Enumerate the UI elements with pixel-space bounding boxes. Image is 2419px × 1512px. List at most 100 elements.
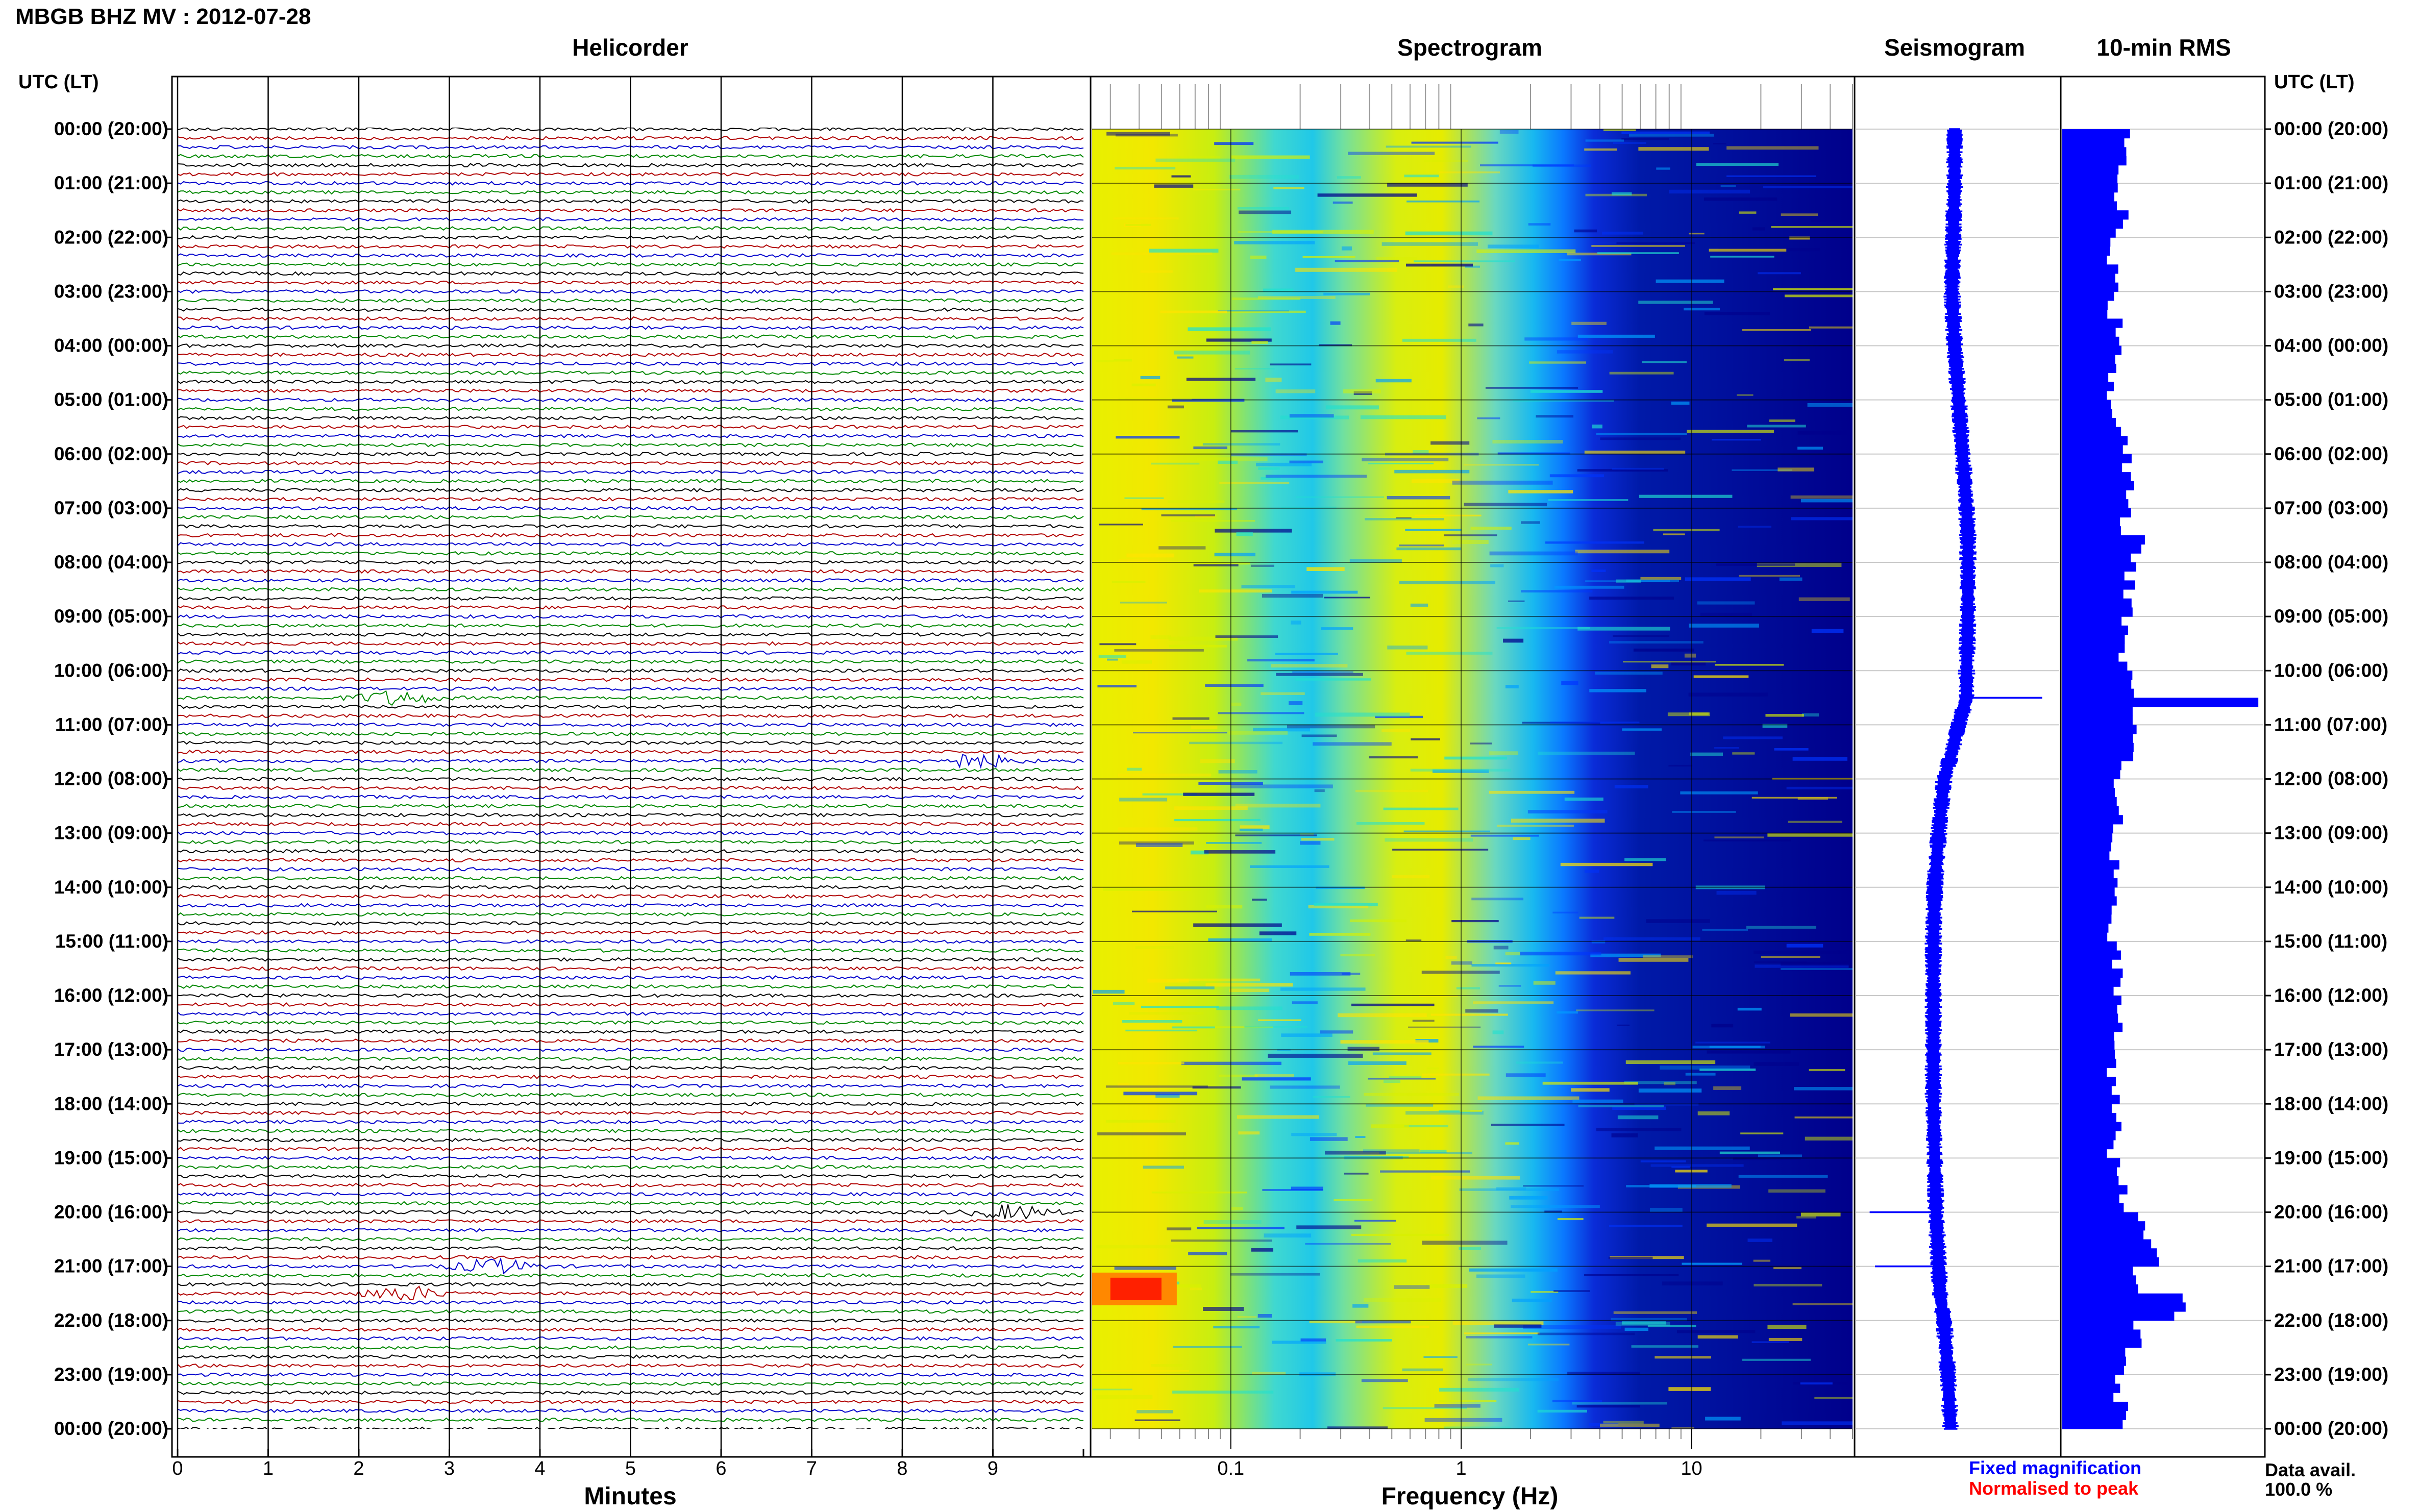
spectrogram-band [1559, 259, 1581, 261]
spectrogram-band [1653, 529, 1720, 532]
spectrogram-band [1489, 551, 1578, 556]
spectrogram-band [1542, 1081, 1638, 1085]
spectrogram-band [1291, 1132, 1337, 1136]
spectrogram-band [1340, 1040, 1429, 1044]
spectrogram-band [1537, 1409, 1587, 1413]
spectrogram-band [1664, 1082, 1675, 1085]
spectrogram-band [1567, 1372, 1640, 1375]
spectrogram-band [1136, 843, 1183, 848]
rms-bar [2062, 707, 2133, 716]
spectrogram-band [1689, 624, 1760, 628]
spectrogram-band [1290, 972, 1351, 976]
spectrogram-band [1291, 621, 1301, 625]
rms-bar [2062, 454, 2132, 463]
rms-bar [2062, 1104, 2112, 1113]
rms-bar [2062, 1284, 2138, 1294]
spectrogram-band [1797, 447, 1823, 450]
time-label-right: 15:00 (11:00) [2274, 931, 2387, 952]
spectrogram-band [1252, 1372, 1286, 1376]
spectrogram-band [1383, 1407, 1467, 1409]
spectrogram-band [1537, 1332, 1635, 1335]
spectrogram-band [1129, 1012, 1204, 1015]
spectrogram-band [1470, 742, 1492, 745]
spectrogram-band [1426, 1284, 1468, 1288]
spectrogram-band [1383, 1080, 1401, 1083]
spectrogram-band [1103, 886, 1191, 891]
spectrogram-band [1560, 862, 1653, 866]
spectrogram-band [1578, 1105, 1664, 1107]
spectrogram-band [1135, 946, 1174, 949]
spectrogram-band [1125, 224, 1151, 226]
rms-bar [2062, 1356, 2126, 1366]
spectrogram-band [1206, 338, 1272, 342]
spectrogram-band [1528, 223, 1551, 226]
spectrogram-band [1732, 752, 1755, 755]
spectrogram-band [1299, 841, 1321, 845]
spectrogram-band [1611, 1133, 1638, 1137]
spectrogram-band [1476, 1274, 1525, 1278]
spectrogram-band [1711, 1024, 1734, 1028]
spectrogram-band [1465, 1009, 1498, 1013]
spectrogram-band [1663, 533, 1685, 535]
spectrogram-band [1590, 953, 1661, 957]
spectrogram-band [1468, 323, 1484, 327]
spectrogram-band [1480, 164, 1574, 167]
spectrogram-band [1199, 589, 1272, 593]
spectrogram-band [1753, 1259, 1771, 1262]
spectrogram-band [1111, 252, 1213, 255]
spectrogram-band [1655, 1356, 1712, 1359]
spectrogram-band [1341, 246, 1352, 251]
spectrogram-band [1427, 1067, 1439, 1070]
spectrogram-band [1118, 559, 1148, 563]
spectrogram-band [1622, 661, 1716, 663]
spectrogram-band [1302, 256, 1355, 258]
spectrogram-band [1402, 338, 1476, 342]
spectrogram-band [1368, 1078, 1436, 1080]
spectrogram-band [1424, 1418, 1502, 1422]
spectrogram-band [1668, 1387, 1711, 1391]
spectrogram-band [1186, 378, 1256, 381]
spectrogram-band [1549, 474, 1604, 478]
spectrogram-band [1613, 1311, 1697, 1314]
spectrogram-band [1203, 1306, 1244, 1311]
spectrogram-band [1494, 1324, 1542, 1328]
rms-bar [2062, 887, 2115, 897]
rms-bar [2062, 201, 2117, 211]
rms-bar [2062, 499, 2129, 509]
spectrogram-band [1235, 368, 1275, 370]
rms-bar [2062, 436, 2128, 445]
rms-bar [2062, 914, 2112, 924]
time-label-left: 00:00 (20:00) [54, 1418, 168, 1439]
spectrogram-band [1464, 503, 1547, 507]
spectrogram-band [1800, 1382, 1833, 1385]
time-label-right: 20:00 (16:00) [2274, 1202, 2388, 1223]
spectrogram-band [1492, 440, 1563, 444]
spectrogram-band [1348, 152, 1435, 155]
time-label-left: 10:00 (06:00) [54, 660, 168, 681]
spectrogram-band [1101, 1370, 1190, 1372]
spectrogram-band [1577, 334, 1655, 338]
spectrogram-band [1349, 919, 1406, 923]
spectrogram-band [1571, 321, 1607, 325]
spectrogram-band [1516, 1061, 1563, 1064]
spectrogram-band [1700, 612, 1752, 617]
spectrogram-band [1697, 1335, 1738, 1339]
spectrogram-band [1707, 1050, 1791, 1054]
spectrogram-band [1557, 1011, 1578, 1014]
spectrogram-band [1642, 361, 1687, 363]
rms-bar [2062, 860, 2119, 870]
spectrogram-band [1231, 702, 1242, 706]
spectrogram-band [1137, 1410, 1173, 1414]
spectrogram-band [1621, 138, 1669, 140]
spectrogram-band [1792, 1303, 1853, 1305]
rms-bar [2062, 1393, 2114, 1402]
spectrogram-band [1365, 518, 1444, 520]
spectrogram-band [1576, 1009, 1655, 1011]
rms-bar [2062, 806, 2119, 815]
spectrogram-band [1754, 1283, 1822, 1286]
spectrogram-band [1392, 849, 1489, 851]
spectrogram-band [1219, 1074, 1258, 1077]
spectrogram-band [1807, 403, 1853, 407]
spectrogram-band [1206, 905, 1243, 909]
spectrogram-band [1218, 712, 1304, 714]
